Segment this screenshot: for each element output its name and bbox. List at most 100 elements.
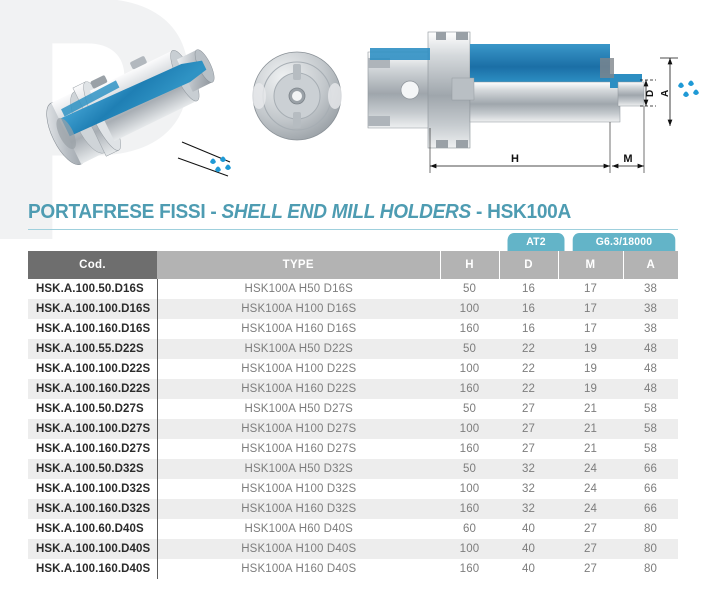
- cell-type: HSK100A H100 D22S: [157, 359, 440, 379]
- table-row: HSK.A.100.60.D40S HSK100A H60 D40S 60 40 27 8…: [28, 519, 678, 539]
- cell-a: 58: [623, 439, 678, 459]
- cell-type: HSK100A H160 D40S: [157, 559, 440, 579]
- cell-a: 66: [623, 459, 678, 479]
- section-title-block: PORTAFRESE FISSI - SHELL END MILL HOLDER…: [28, 200, 678, 230]
- cell-h: 50: [440, 279, 499, 299]
- cell-m: 21: [558, 439, 623, 459]
- cell-m: 27: [558, 559, 623, 579]
- table-row: HSK.A.100.50.D27S HSK100A H50 D27S 50 27 21 5…: [28, 399, 678, 419]
- table-row: HSK.A.100.50.D32S HSK100A H50 D32S 50 32 24 6…: [28, 459, 678, 479]
- table-row: HSK.A.100.100.D16S HSK100A H100 D16S 100 16…: [28, 299, 678, 319]
- cell-h: 60: [440, 519, 499, 539]
- cell-type: HSK100A H100 D32S: [157, 479, 440, 499]
- title-part-english: SHELL END MILL HOLDERS: [221, 200, 471, 223]
- cell-h: 50: [440, 399, 499, 419]
- cell-m: 17: [558, 319, 623, 339]
- cell-a: 48: [623, 339, 678, 359]
- cell-cod: HSK.A.100.100.D32S: [28, 479, 158, 499]
- cell-m: 24: [558, 459, 623, 479]
- cell-a: 80: [623, 539, 678, 559]
- cell-d: 32: [499, 499, 558, 519]
- cell-h: 100: [440, 539, 499, 559]
- cell-type: HSK100A H160 D16S: [157, 319, 440, 339]
- cell-type: HSK100A H160 D22S: [157, 379, 440, 399]
- cell-cod: HSK.A.100.50.D16S: [28, 279, 158, 299]
- cell-m: 27: [558, 539, 623, 559]
- cell-d: 22: [499, 339, 558, 359]
- title-part-italian: PORTAFRESE FISSI -: [28, 200, 222, 223]
- cell-type: HSK100A H50 D32S: [157, 459, 440, 479]
- cell-h: 160: [440, 379, 499, 399]
- cell-type: HSK100A H100 D27S: [157, 419, 440, 439]
- cell-a: 38: [623, 319, 678, 339]
- cell-m: 19: [558, 339, 623, 359]
- cell-d: 40: [499, 559, 558, 579]
- cell-m: 17: [558, 279, 623, 299]
- table-body: HSK.A.100.50.D16S HSK100A H50 D16S 50 16 17 3…: [28, 279, 678, 579]
- cell-h: 100: [440, 479, 499, 499]
- table-header-row: Cod. TYPE H D M A: [28, 251, 678, 279]
- cell-a: 66: [623, 499, 678, 519]
- cell-d: 16: [499, 319, 558, 339]
- column-header-type: TYPE: [157, 251, 441, 279]
- cell-a: 80: [623, 559, 678, 579]
- cell-cod: HSK.A.100.160.D40S: [28, 559, 158, 579]
- cell-cod: HSK.A.100.100.D40S: [28, 539, 158, 559]
- cell-h: 160: [440, 439, 499, 459]
- table-row: HSK.A.100.160.D22S HSK100A H160 D22S 160 22…: [28, 379, 678, 399]
- cell-a: 58: [623, 399, 678, 419]
- cell-m: 24: [558, 479, 623, 499]
- cell-d: 22: [499, 359, 558, 379]
- cell-type: HSK100A H160 D27S: [157, 439, 440, 459]
- cell-h: 160: [440, 319, 499, 339]
- table-row: HSK.A.100.160.D40S HSK100A H160 D40S 160 40…: [28, 559, 678, 579]
- column-header-h: H: [440, 251, 500, 279]
- cell-d: 32: [499, 479, 558, 499]
- cell-d: 27: [499, 419, 558, 439]
- cell-a: 80: [623, 519, 678, 539]
- cell-m: 24: [558, 499, 623, 519]
- cell-type: HSK100A H50 D16S: [157, 279, 440, 299]
- cell-d: 16: [499, 299, 558, 319]
- badge-balance: G6.3/18000: [572, 233, 676, 251]
- table-row: HSK.A.100.160.D16S HSK100A H160 D16S 160 16…: [28, 319, 678, 339]
- column-header-d: D: [499, 251, 559, 279]
- cell-d: 16: [499, 279, 558, 299]
- dimension-label-h: H: [511, 153, 519, 165]
- page-title: PORTAFRESE FISSI - SHELL END MILL HOLDER…: [28, 200, 633, 224]
- cell-m: 17: [558, 299, 623, 319]
- table-row: HSK.A.100.100.D27S HSK100A H100 D27S 100 27…: [28, 419, 678, 439]
- cell-a: 48: [623, 359, 678, 379]
- cell-d: 32: [499, 459, 558, 479]
- cell-cod: HSK.A.100.50.D27S: [28, 399, 158, 419]
- cell-h: 50: [440, 459, 499, 479]
- cell-a: 58: [623, 419, 678, 439]
- dimension-label-d: D: [645, 90, 656, 97]
- product-specification-table: Cod. TYPE H D M A HSK.A.100.50.D16S HSK10…: [28, 251, 678, 579]
- cell-m: 27: [558, 519, 623, 539]
- cell-h: 160: [440, 499, 499, 519]
- cell-type: HSK100A H100 D16S: [157, 299, 440, 319]
- cell-type: HSK100A H100 D40S: [157, 539, 440, 559]
- cell-h: 100: [440, 299, 499, 319]
- cell-d: 27: [499, 399, 558, 419]
- cell-cod: HSK.A.100.50.D32S: [28, 459, 158, 479]
- cell-type: HSK100A H50 D27S: [157, 399, 440, 419]
- table-row: HSK.A.100.160.D32S HSK100A H160 D32S 160 32…: [28, 499, 678, 519]
- table-row: HSK.A.100.55.D22S HSK100A H50 D22S 50 22 19 4…: [28, 339, 678, 359]
- cell-type: HSK100A H50 D22S: [157, 339, 440, 359]
- cell-d: 22: [499, 379, 558, 399]
- cell-h: 50: [440, 339, 499, 359]
- title-underline: [28, 229, 678, 230]
- cell-m: 21: [558, 419, 623, 439]
- tool-holder-front-face-figure: [247, 44, 347, 149]
- cell-cod: HSK.A.100.160.D16S: [28, 319, 158, 339]
- cell-d: 40: [499, 539, 558, 559]
- cell-d: 27: [499, 439, 558, 459]
- table-row: HSK.A.100.100.D32S HSK100A H100 D32S 100 32…: [28, 479, 678, 499]
- badge-at2: AT2: [507, 233, 565, 251]
- coolant-droplets-drawing: [678, 80, 699, 97]
- technical-dimension-drawing: D A H: [360, 18, 705, 188]
- title-part-model: - HSK100A: [470, 200, 571, 223]
- cell-a: 66: [623, 479, 678, 499]
